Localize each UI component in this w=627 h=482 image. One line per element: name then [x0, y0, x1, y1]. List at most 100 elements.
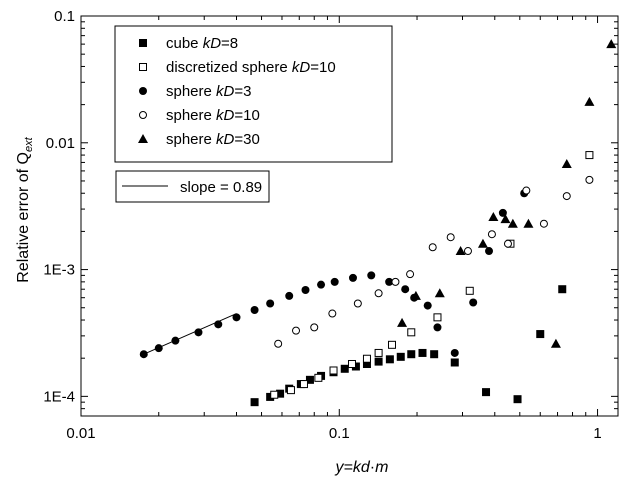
data-point [292, 326, 301, 335]
legend-label-pre: sphere [166, 107, 216, 124]
series-5 [397, 39, 617, 348]
legend-label-em: kD [216, 131, 235, 148]
data-point [317, 280, 326, 289]
legend-label-em: kD [216, 83, 235, 100]
data-point [469, 298, 478, 307]
data-point [314, 373, 323, 382]
data-point [276, 389, 285, 398]
data-point [310, 323, 319, 332]
data-point [250, 305, 259, 314]
data-point [340, 364, 349, 373]
data-point [299, 380, 308, 389]
data-point [266, 392, 275, 401]
series-4 [274, 175, 594, 348]
data-point [498, 208, 507, 217]
legend-label-pre: sphere [166, 131, 216, 148]
data-point [397, 317, 408, 327]
y-tick-label: 0.01 [46, 135, 75, 152]
legend-label-post: =30 [234, 131, 259, 148]
legend-label-em: kD [292, 59, 311, 76]
data-point [232, 313, 241, 322]
data-point [550, 338, 561, 348]
data-point [450, 358, 459, 367]
data-point [286, 386, 295, 395]
legend-marker [139, 39, 147, 47]
data-point [485, 247, 494, 256]
legend-label: cube kD=8 [166, 35, 238, 52]
data-point [353, 299, 362, 308]
data-point [367, 271, 376, 280]
data-point [477, 238, 488, 248]
y-axis-title-sub: ext [23, 136, 35, 152]
legend-label-pre: discretized sphere [166, 59, 292, 76]
data-point [482, 388, 491, 397]
data-point [171, 336, 180, 345]
legend-label: discretized sphere kD=10 [166, 59, 336, 76]
data-point [270, 390, 279, 399]
legend-label-em: kD [216, 107, 235, 124]
x-axis-title-pre: y=kd [335, 459, 371, 476]
data-point [539, 219, 548, 228]
data-point [562, 192, 571, 201]
data-point [584, 96, 595, 106]
data-point [410, 290, 421, 300]
data-layer [139, 39, 617, 407]
legend-label-post: =10 [310, 59, 335, 76]
data-point [139, 350, 148, 359]
data-point [536, 330, 545, 339]
data-point [396, 352, 405, 361]
fit-legend-label: slope = 0.89 [180, 179, 262, 196]
data-point [194, 328, 203, 337]
data-point [401, 285, 410, 294]
data-point [348, 273, 357, 282]
y-tick-label: 0.1 [54, 8, 75, 25]
data-point [450, 348, 459, 357]
data-point [487, 230, 496, 239]
data-point [266, 299, 275, 308]
data-point [418, 348, 427, 357]
data-point [329, 366, 338, 375]
legend-label-post: =3 [234, 83, 251, 100]
data-point [385, 277, 394, 286]
y-tick-label: 1E-4 [43, 388, 75, 405]
data-point [488, 211, 499, 221]
data-point [214, 320, 223, 329]
data-point [301, 286, 310, 295]
data-point [433, 313, 442, 322]
data-point [387, 340, 396, 349]
data-point [362, 359, 371, 368]
legend-label-post: =8 [221, 35, 238, 52]
legend-marker [139, 63, 147, 71]
x-tick-label: 0.01 [66, 425, 95, 442]
data-point [463, 247, 472, 256]
legend-label-pre: sphere [166, 83, 216, 100]
data-point [606, 39, 617, 49]
data-point [285, 291, 294, 300]
data-point [328, 309, 337, 318]
data-point [407, 350, 416, 359]
y-axis-title-main: Relative error of Q [15, 152, 32, 283]
data-point [561, 159, 572, 169]
data-point [374, 289, 383, 298]
data-point [500, 214, 511, 224]
data-point [558, 285, 567, 294]
legend-box [114, 25, 393, 163]
data-point [406, 270, 415, 279]
x-axis-title: y=kd·m [335, 459, 389, 476]
x-axis-title-post: m [375, 459, 388, 476]
x-axis-title-dot: · [370, 459, 375, 476]
data-point [362, 354, 371, 363]
data-point [513, 395, 522, 404]
legend-label-em: kD [203, 35, 222, 52]
data-point [250, 398, 259, 407]
series-3 [139, 189, 529, 359]
data-point [274, 339, 283, 348]
x-tick-label: 1 [593, 425, 601, 442]
data-point [430, 350, 439, 359]
legend-label-pre: cube [166, 35, 203, 52]
legend-marker [139, 111, 147, 119]
data-point [507, 218, 518, 228]
